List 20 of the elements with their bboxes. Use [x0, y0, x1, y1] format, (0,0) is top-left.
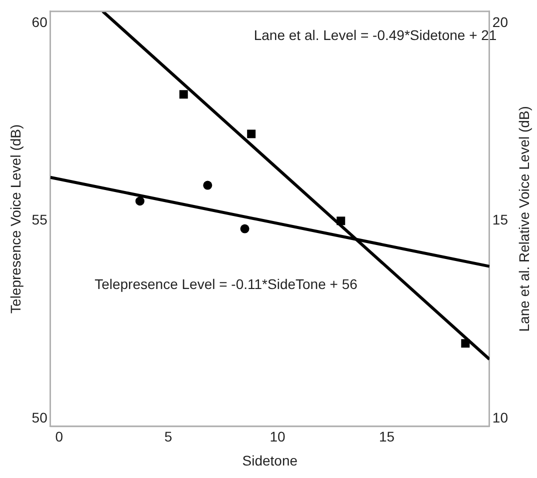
x-tick-label: 15 [378, 428, 395, 445]
y-tick-label: 50 [32, 409, 48, 426]
x-tick-label: 0 [55, 428, 64, 445]
y2-tick-label: 10 [492, 409, 508, 426]
y-tick-label: 55 [32, 212, 48, 228]
point [240, 224, 250, 234]
point [135, 196, 144, 206]
x-tick-label: 5 [164, 428, 172, 445]
x-tick-label: 10 [270, 428, 286, 445]
y-tick-label: 60 [32, 14, 48, 30]
point [336, 216, 346, 226]
point [461, 339, 470, 348]
y-axis-title: Telepresence Voice Level (dB) [7, 124, 24, 314]
point [203, 180, 212, 190]
annotation: Telepresence Level = -0.11*SideTone + 56 [94, 276, 358, 292]
x-axis-title: Sidetone [242, 452, 298, 468]
y2-axis-title: Lane et al. Relative Voice Level (dB) [516, 106, 532, 332]
point [247, 130, 256, 138]
point [179, 90, 188, 99]
y2-tick-label: 15 [492, 212, 508, 228]
